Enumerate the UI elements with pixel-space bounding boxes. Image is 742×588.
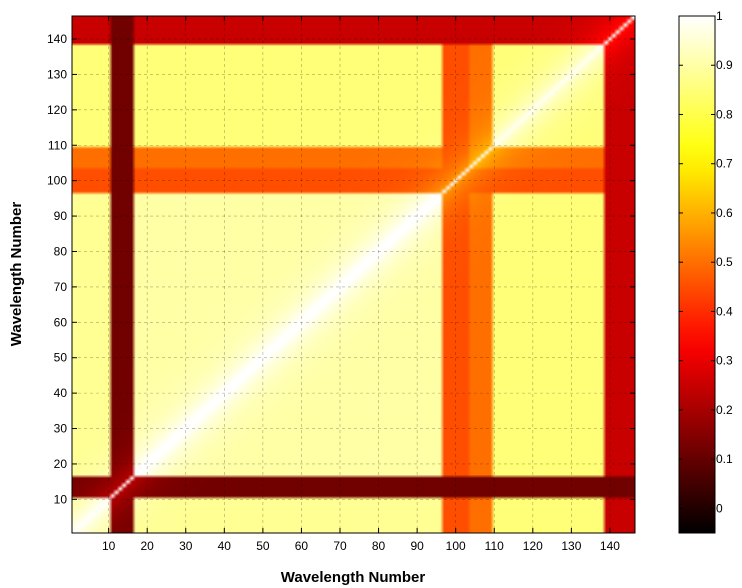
colorbar-tick-label: 0 [716,501,723,515]
y-tick-label: 90 [54,209,68,223]
colorbar-tick-label: 0.3 [716,354,733,368]
x-tick-label: 10 [102,539,116,553]
plot-area: 10 20 30 40 50 60 70 80 90 100 110 120 130 140 10 20 30… [47,15,636,553]
x-tick-label: 130 [561,539,581,553]
x-tick-label: 90 [410,539,424,553]
x-axis: 10 20 30 40 50 60 70 80 90 100 110 120 130 140 [102,16,620,553]
y-tick-label: 110 [48,138,67,152]
colorbar-tick-label: 0.7 [716,157,733,171]
y-tick-label: 60 [54,315,68,329]
y-axis: 10 20 30 40 50 60 70 80 90 100 110 120 130 140 [47,32,635,506]
x-tick-label: 60 [295,539,309,553]
plot-frame [71,15,636,534]
colorbar-tick-label: 0.5 [716,255,733,269]
colorbar-tick-label: 0.2 [716,403,733,417]
colorbar-tick-label: 0.8 [716,107,733,121]
grid-lines [72,16,635,533]
y-tick-label: 30 [54,422,68,436]
colorbar-tick-label: 0.9 [716,58,733,72]
colorbar-ticks: 0 0.1 0.2 0.3 0.4 0.5 0.6 0.7 0.8 0.9 1 [679,9,733,515]
colorbar: 0 0.1 0.2 0.3 0.4 0.5 0.6 0.7 0.8 0.9 1 [678,9,733,534]
colorbar-frame [678,15,716,534]
x-tick-label: 40 [218,539,232,553]
colorbar-tick-label: 0.1 [716,452,733,466]
x-tick-label: 30 [179,539,193,553]
x-tick-label: 120 [523,539,543,553]
x-tick-label: 100 [446,539,466,553]
x-tick-label: 80 [372,539,386,553]
y-tick-label: 80 [54,244,68,258]
colorbar-tick-label: 0.6 [716,206,733,220]
x-tick-label: 20 [141,539,155,553]
y-axis-title: Wavelength Number [8,202,25,347]
y-tick-label: 10 [54,492,68,506]
y-tick-label: 20 [54,457,68,471]
x-tick-label: 50 [256,539,270,553]
y-tick-label: 130 [47,67,67,81]
y-tick-label: 50 [54,351,68,365]
x-tick-label: 140 [600,539,620,553]
heatmap-cells [72,16,635,533]
y-tick-label: 40 [54,386,68,400]
y-tick-label: 140 [47,32,67,46]
x-tick-label: 70 [333,539,347,553]
y-tick-label: 120 [47,103,67,117]
x-axis-title: Wavelength Number [281,569,426,586]
colorbar-tick-label: 1 [716,9,723,23]
colorbar-gradient [679,16,715,533]
x-tick-label: 110 [485,539,504,553]
y-tick-label: 70 [54,280,68,294]
y-tick-label: 100 [47,174,67,188]
colorbar-tick-label: 0.4 [716,304,733,318]
